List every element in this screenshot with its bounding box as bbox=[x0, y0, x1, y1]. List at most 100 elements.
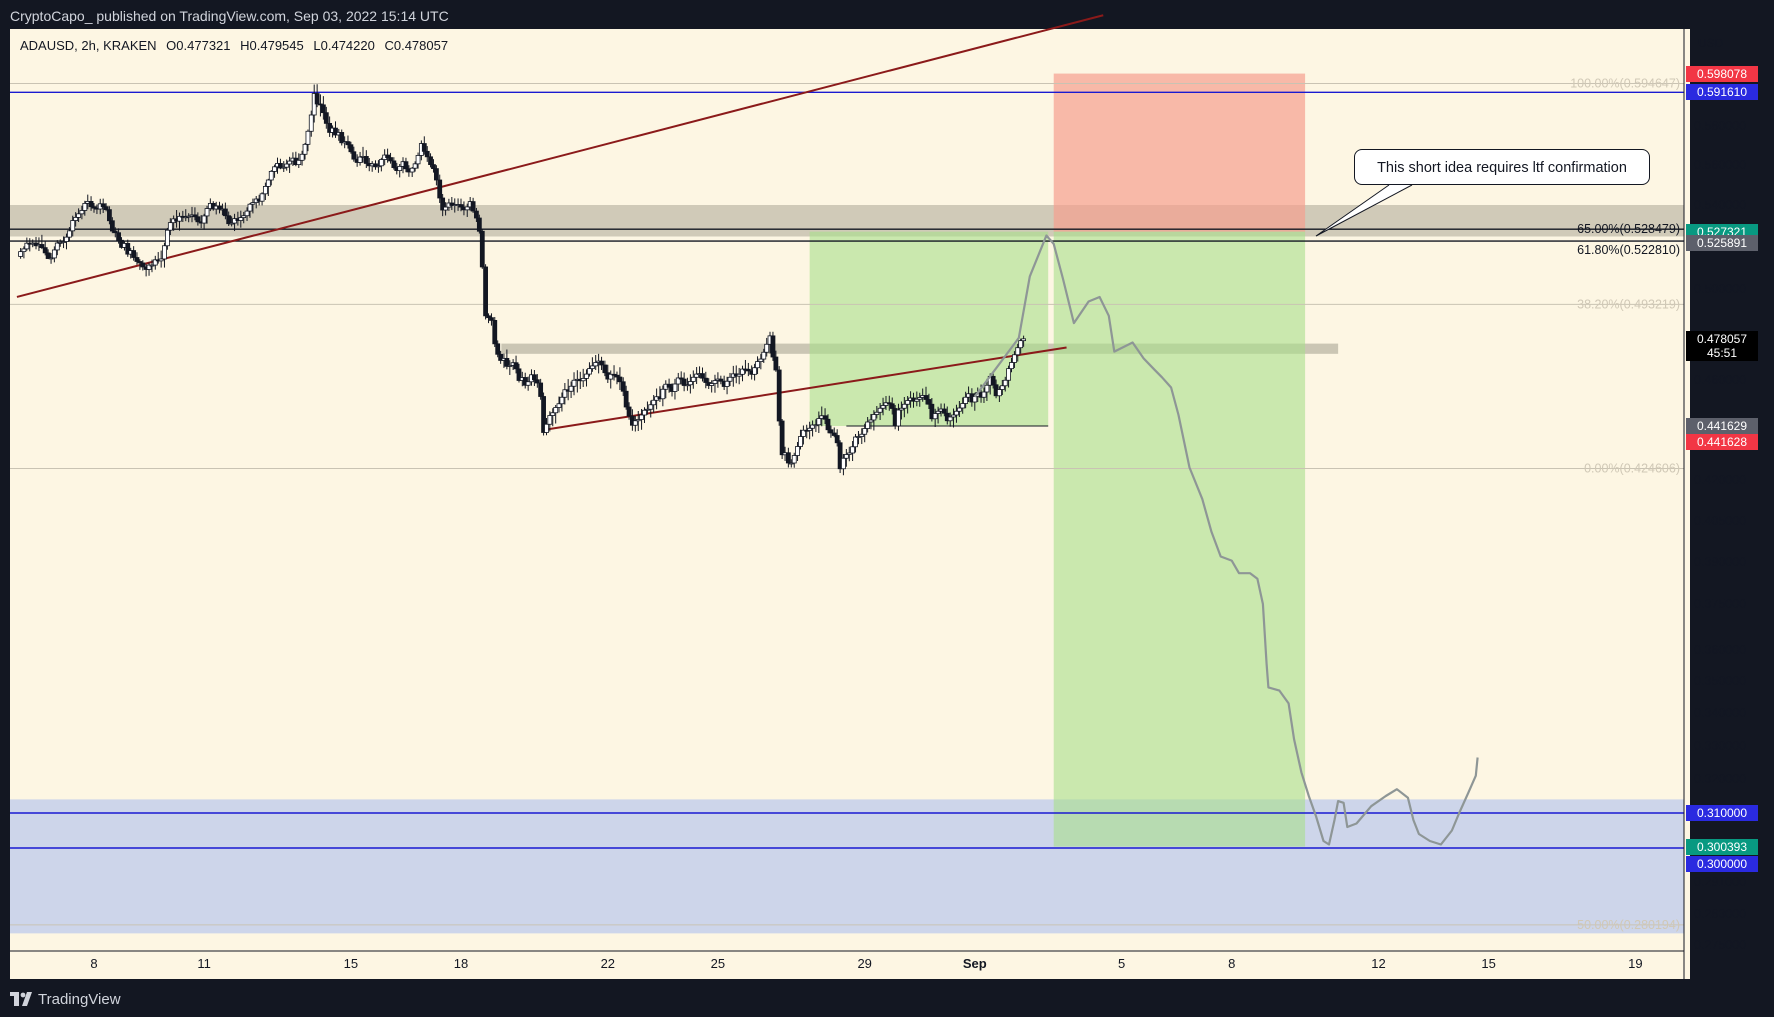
candle-body bbox=[709, 383, 715, 386]
symbol-ohlc-legend[interactable]: ADAUSD, 2h, KRAKEN O0.477321 H0.479545 L… bbox=[20, 38, 454, 53]
candle bbox=[42, 241, 48, 256]
candle-body bbox=[923, 395, 929, 400]
candle bbox=[195, 212, 201, 226]
candle-body bbox=[639, 414, 644, 420]
candle-body bbox=[880, 405, 886, 409]
candle-body bbox=[363, 156, 369, 164]
candle-body bbox=[901, 403, 907, 409]
time-tick-label: 29 bbox=[857, 956, 871, 971]
candle bbox=[204, 205, 210, 224]
candle bbox=[201, 213, 207, 230]
candle bbox=[464, 203, 470, 217]
candle bbox=[639, 409, 644, 430]
candle-body bbox=[431, 164, 436, 170]
candle-body bbox=[568, 385, 574, 392]
candle bbox=[495, 340, 501, 358]
candle bbox=[79, 205, 85, 220]
time-tick-label: 8 bbox=[90, 956, 97, 971]
candle-body bbox=[694, 373, 700, 378]
price-tag: 0.300393 bbox=[1686, 838, 1758, 855]
fib-level-label: 38.20%(0.493219) bbox=[1577, 297, 1680, 311]
candle-body bbox=[593, 362, 599, 367]
candle bbox=[917, 392, 923, 407]
price-axis[interactable]: 0.5800000.5600000.5400000.5200000.500000… bbox=[1694, 119, 1746, 952]
candle bbox=[791, 452, 797, 468]
candle-body bbox=[761, 351, 767, 360]
candle-body bbox=[645, 408, 650, 411]
candle-body bbox=[48, 257, 54, 260]
candle bbox=[61, 236, 66, 249]
candle bbox=[287, 156, 293, 173]
candle-body bbox=[681, 378, 687, 386]
candle-body bbox=[140, 262, 146, 268]
candle bbox=[250, 198, 256, 214]
candle bbox=[571, 372, 577, 396]
price-tick-label: 0.500000 bbox=[1694, 282, 1746, 296]
candle-body bbox=[244, 210, 250, 217]
stop-loss-zone bbox=[1053, 73, 1306, 232]
candle-body bbox=[1009, 362, 1014, 370]
candle bbox=[388, 152, 393, 164]
candle bbox=[831, 427, 837, 438]
candle bbox=[843, 449, 849, 467]
price-tick-label: 0.420000 bbox=[1694, 473, 1746, 487]
candle-body bbox=[758, 358, 764, 362]
candle bbox=[672, 378, 678, 400]
candle bbox=[149, 259, 155, 273]
candle bbox=[547, 411, 553, 432]
candle-body bbox=[250, 202, 256, 205]
time-tick-label: 18 bbox=[454, 956, 468, 971]
candle-body bbox=[954, 410, 959, 416]
candle-body bbox=[247, 203, 253, 212]
candle-body bbox=[648, 404, 654, 410]
price-tick-label: 0.375000 bbox=[1694, 597, 1746, 611]
candle-body bbox=[116, 232, 121, 241]
candle-body bbox=[516, 368, 522, 381]
tradingview-logo[interactable]: TradingView bbox=[10, 988, 121, 1010]
candle-body bbox=[620, 381, 626, 392]
time-axis[interactable]: 8 11 15 18 22 25 29 Sep 5 8 12 15 19 bbox=[90, 956, 1642, 971]
candle bbox=[437, 174, 443, 203]
candle bbox=[474, 207, 479, 223]
candle bbox=[541, 392, 546, 436]
candle-body bbox=[810, 424, 815, 429]
candle bbox=[296, 153, 302, 168]
candle bbox=[217, 201, 222, 214]
candle-body bbox=[822, 415, 828, 420]
candle-body bbox=[828, 429, 834, 434]
candle bbox=[302, 142, 308, 160]
candle-body bbox=[348, 144, 354, 153]
candle-body bbox=[724, 380, 730, 387]
candle-body bbox=[204, 208, 210, 217]
callout-pointer bbox=[1315, 184, 1413, 237]
candle bbox=[1009, 357, 1014, 373]
candle bbox=[816, 411, 822, 433]
candle-body bbox=[871, 414, 877, 421]
candle-body bbox=[899, 407, 904, 411]
candle bbox=[103, 203, 109, 212]
candle-body bbox=[158, 258, 164, 262]
price-tick-label: 0.291000 bbox=[1694, 875, 1746, 889]
candle-body bbox=[580, 378, 586, 382]
candle bbox=[868, 414, 874, 430]
candle bbox=[146, 262, 152, 276]
candle bbox=[770, 331, 776, 361]
candle bbox=[764, 337, 770, 357]
candles-layer bbox=[18, 84, 1027, 476]
candle-body bbox=[302, 143, 308, 155]
close-value: C0.478057 bbox=[384, 38, 449, 53]
candle bbox=[498, 350, 504, 364]
candle-body bbox=[1021, 338, 1027, 342]
price-tag: 0.441629 bbox=[1686, 417, 1758, 434]
candle-body bbox=[177, 215, 182, 222]
candle-body bbox=[109, 220, 115, 232]
candle-body bbox=[599, 360, 604, 366]
candle-body bbox=[932, 413, 938, 420]
candle-body bbox=[862, 428, 868, 435]
candle-body bbox=[843, 454, 849, 459]
candle-body bbox=[345, 141, 351, 146]
candle bbox=[222, 202, 228, 220]
idea-callout[interactable]: This short idea requires ltf confirmatio… bbox=[1354, 149, 1650, 185]
candle bbox=[556, 396, 562, 413]
